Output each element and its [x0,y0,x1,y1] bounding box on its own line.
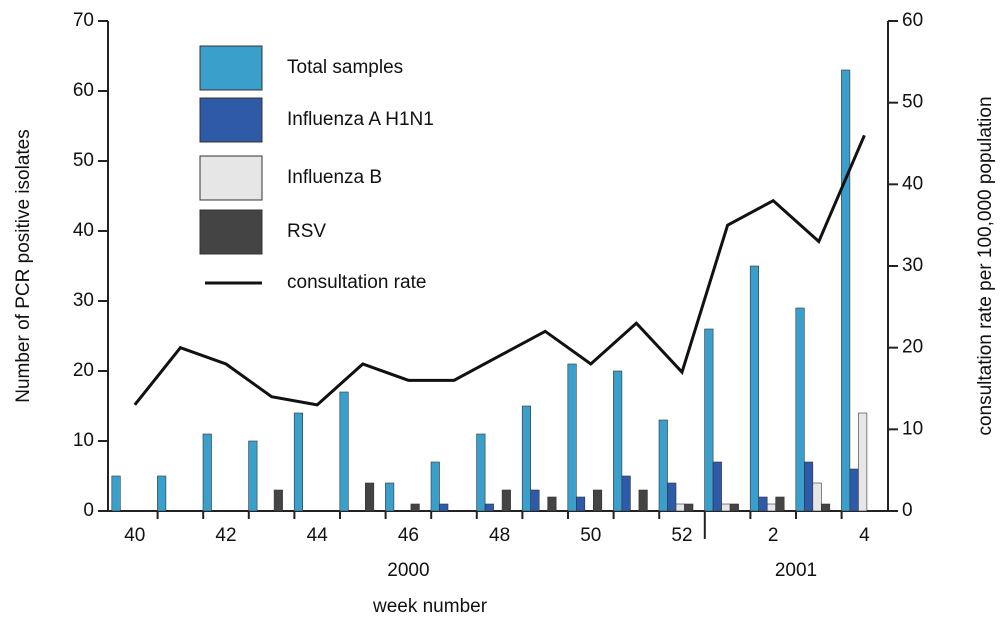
x-group-label: 2001 [775,560,817,581]
y2-axis-label: consultation rate per 100,000 population [975,96,996,435]
bar [567,363,577,512]
bar [410,503,420,512]
bar [712,461,722,512]
y2-tick-label: 0 [902,500,913,521]
bar [484,503,494,512]
x-tick-label: 2 [768,525,779,546]
y-tick-label: 10 [73,430,94,451]
legend-swatch [199,155,263,201]
legend-label: consultation rate [287,272,426,293]
bar [364,482,375,512]
bar [439,503,449,512]
bar [339,391,349,512]
bar [248,440,258,512]
x-tick-label: 52 [671,525,692,546]
x-tick-label: 4 [859,525,870,546]
bar [293,412,304,512]
bar [111,475,121,512]
bar [476,433,486,512]
bar [658,419,668,512]
legend-label: Total samples [287,57,403,78]
bar [273,489,283,512]
bar [758,496,768,512]
x-tick-label: 46 [398,525,419,546]
legend-swatch [199,97,263,143]
y2-tick-label: 20 [902,337,923,358]
bar [858,412,868,512]
legend-label: RSV [287,221,326,242]
y-tick-label: 0 [83,500,94,521]
bar [803,461,814,512]
bar [621,475,631,512]
y-tick-label: 70 [73,10,94,31]
y-tick-label: 40 [73,220,94,241]
bar [667,482,677,512]
bar [157,475,167,512]
bar [530,489,540,512]
bar [704,328,714,512]
y-tick-label: 50 [73,150,94,171]
y2-tick-label: 10 [902,418,923,439]
bar [430,461,440,512]
y2-tick-label: 60 [902,10,923,31]
legend-swatch [199,45,263,91]
legend-label: Influenza A H1N1 [287,109,434,130]
bar [812,482,822,512]
legend-label: Influenza B [287,167,382,188]
bar [820,503,831,512]
bar [675,503,685,512]
x-tick-label: 50 [580,525,601,546]
x-tick-label: 44 [307,525,329,546]
consultation-line [133,134,866,407]
y2-tick-label: 30 [902,255,923,276]
x-tick-label: 42 [215,525,236,546]
y-tick-label: 60 [73,80,94,101]
y2-tick-label: 50 [902,92,923,113]
bar [749,265,760,512]
bar [684,503,694,512]
bar [766,503,777,512]
y2-tick-label: 40 [902,173,923,194]
bar [721,503,731,512]
y-tick-label: 20 [73,360,94,381]
y-axis-label: Number of PCR positive isolates [13,129,34,403]
bar [613,370,623,512]
x-axis-label: week number [372,596,488,617]
y-tick-label: 30 [73,290,94,311]
bar [841,69,851,512]
legend-swatch [199,209,263,255]
bar [729,503,739,512]
bar [592,489,603,512]
x-tick-label: 48 [489,525,510,546]
bar [849,468,859,512]
bar [575,496,586,512]
bar [521,405,532,512]
bar [795,307,805,512]
x-group-label: 2000 [387,560,429,581]
bar [775,496,785,512]
bar [385,482,395,512]
x-tick-label: 40 [124,525,145,546]
bar [638,489,648,512]
bar [202,433,212,512]
bar [501,489,511,512]
bar [547,496,557,512]
